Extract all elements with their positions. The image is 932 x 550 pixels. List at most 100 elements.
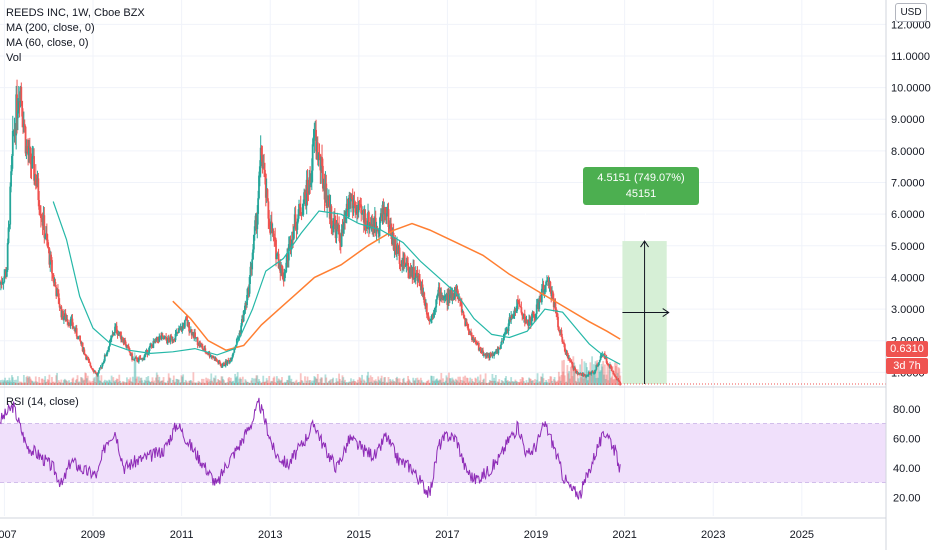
- volume-bar: [212, 377, 215, 385]
- volume-bar: [452, 379, 455, 385]
- volume-bar: [559, 380, 562, 385]
- candle-body: [453, 296, 455, 300]
- volume-bar: [466, 378, 469, 385]
- volume-bar: [85, 373, 87, 385]
- candle-body: [379, 217, 381, 230]
- candle-body: [342, 225, 345, 233]
- candle-body: [137, 357, 140, 362]
- volume-bar: [134, 356, 137, 385]
- currency-badge[interactable]: USD: [895, 3, 927, 22]
- volume-bar: [118, 374, 121, 385]
- candle-body: [520, 307, 523, 313]
- volume-bar: [289, 381, 292, 385]
- volume-bar: [192, 372, 195, 385]
- candle-body: [171, 336, 173, 341]
- volume-bar: [266, 380, 269, 385]
- volume-bar: [506, 380, 509, 385]
- volume-bar: [391, 379, 394, 385]
- time-tick-label: 2007: [0, 529, 17, 541]
- volume-bar: [504, 378, 507, 385]
- volume-bar: [272, 377, 275, 385]
- candle-body: [554, 302, 557, 310]
- volume-bar: [385, 381, 388, 385]
- price-axis[interactable]: 12.0000 11.0000 10.0000 9.0000 8.0000 7.0000 6…: [891, 19, 931, 379]
- candle-body: [127, 345, 130, 349]
- volume-bar: [49, 382, 52, 385]
- volume-bar: [236, 372, 239, 385]
- volume-bar: [63, 378, 66, 385]
- volume-bar: [206, 378, 209, 385]
- volume-bar: [486, 382, 489, 385]
- volume-bar: [126, 377, 128, 385]
- volume-bar: [78, 381, 81, 385]
- volume-bar: [283, 381, 286, 385]
- candle-body: [148, 347, 150, 353]
- candle-body: [277, 253, 280, 268]
- volume-bar: [241, 382, 243, 385]
- volume-bar: [60, 379, 63, 385]
- candle-body: [204, 348, 207, 353]
- volume-bar: [173, 381, 176, 385]
- volume-bar: [47, 380, 50, 385]
- volume-bar: [309, 380, 311, 385]
- volume-bar: [243, 382, 246, 385]
- volume-bar: [521, 377, 524, 385]
- candle-body: [9, 186, 12, 225]
- candle-body: [11, 130, 14, 156]
- candle-body: [64, 313, 67, 321]
- volume-bar: [426, 380, 429, 385]
- volume-bar: [566, 365, 569, 385]
- volume-bar: [35, 381, 38, 385]
- candle-body: [2, 282, 5, 283]
- volume-bar: [558, 376, 561, 385]
- symbol-title[interactable]: REEDS INC, 1W, Cboe BZX: [6, 7, 145, 19]
- volume-bar: [528, 378, 531, 385]
- volume-bar: [109, 382, 112, 385]
- candle-body: [274, 237, 277, 240]
- volume-bar: [603, 364, 606, 385]
- volume-bar: [353, 381, 356, 385]
- candle-body: [285, 262, 288, 272]
- candle-body: [315, 129, 317, 152]
- candle-body: [482, 350, 484, 356]
- volume-bar: [178, 379, 180, 385]
- candle-body: [162, 336, 165, 340]
- price-tick-label: 5.0000: [891, 241, 925, 253]
- volume-bar: [75, 378, 78, 385]
- volume-bar: [453, 380, 455, 385]
- volume-bar: [534, 382, 537, 385]
- volume-bar: [583, 361, 586, 385]
- volume-bar: [534, 379, 536, 385]
- candle-body: [606, 362, 609, 365]
- rsi-legend[interactable]: RSI (14, close): [6, 396, 79, 408]
- volume-bar: [477, 382, 480, 385]
- candle-body: [528, 319, 531, 321]
- volume-bar: [303, 382, 306, 385]
- volume-bar: [508, 381, 511, 385]
- rsi-axis[interactable]: 80.00 60.00 40.00 20.00: [893, 404, 921, 505]
- volume-bar: [147, 376, 150, 385]
- candle-body: [235, 338, 238, 345]
- candle-body: [44, 237, 47, 239]
- candle-body: [258, 166, 261, 176]
- candle-body: [43, 215, 46, 238]
- volume-bar: [367, 377, 370, 385]
- volume-bar: [611, 366, 614, 385]
- volume-bar: [356, 379, 359, 385]
- candle-body: [88, 361, 91, 363]
- time-axis[interactable]: 2007 2009 2011 2013 2015 2017 2019 2021 2023 2025: [0, 529, 814, 541]
- candle-body: [89, 362, 92, 366]
- volume-bar: [298, 381, 301, 385]
- candle-body: [165, 336, 168, 340]
- volume-bar: [465, 377, 468, 385]
- volume-bar: [186, 382, 189, 385]
- ma200-legend[interactable]: MA (200, close, 0): [6, 22, 95, 34]
- volume-legend[interactable]: Vol: [6, 52, 22, 64]
- volume-bar: [43, 379, 46, 385]
- volume-bar: [90, 381, 93, 385]
- volume-bar: [247, 381, 249, 385]
- ma60-legend[interactable]: MA (60, close, 0): [6, 37, 89, 49]
- candle-body: [94, 371, 97, 374]
- volume-bar: [46, 379, 49, 385]
